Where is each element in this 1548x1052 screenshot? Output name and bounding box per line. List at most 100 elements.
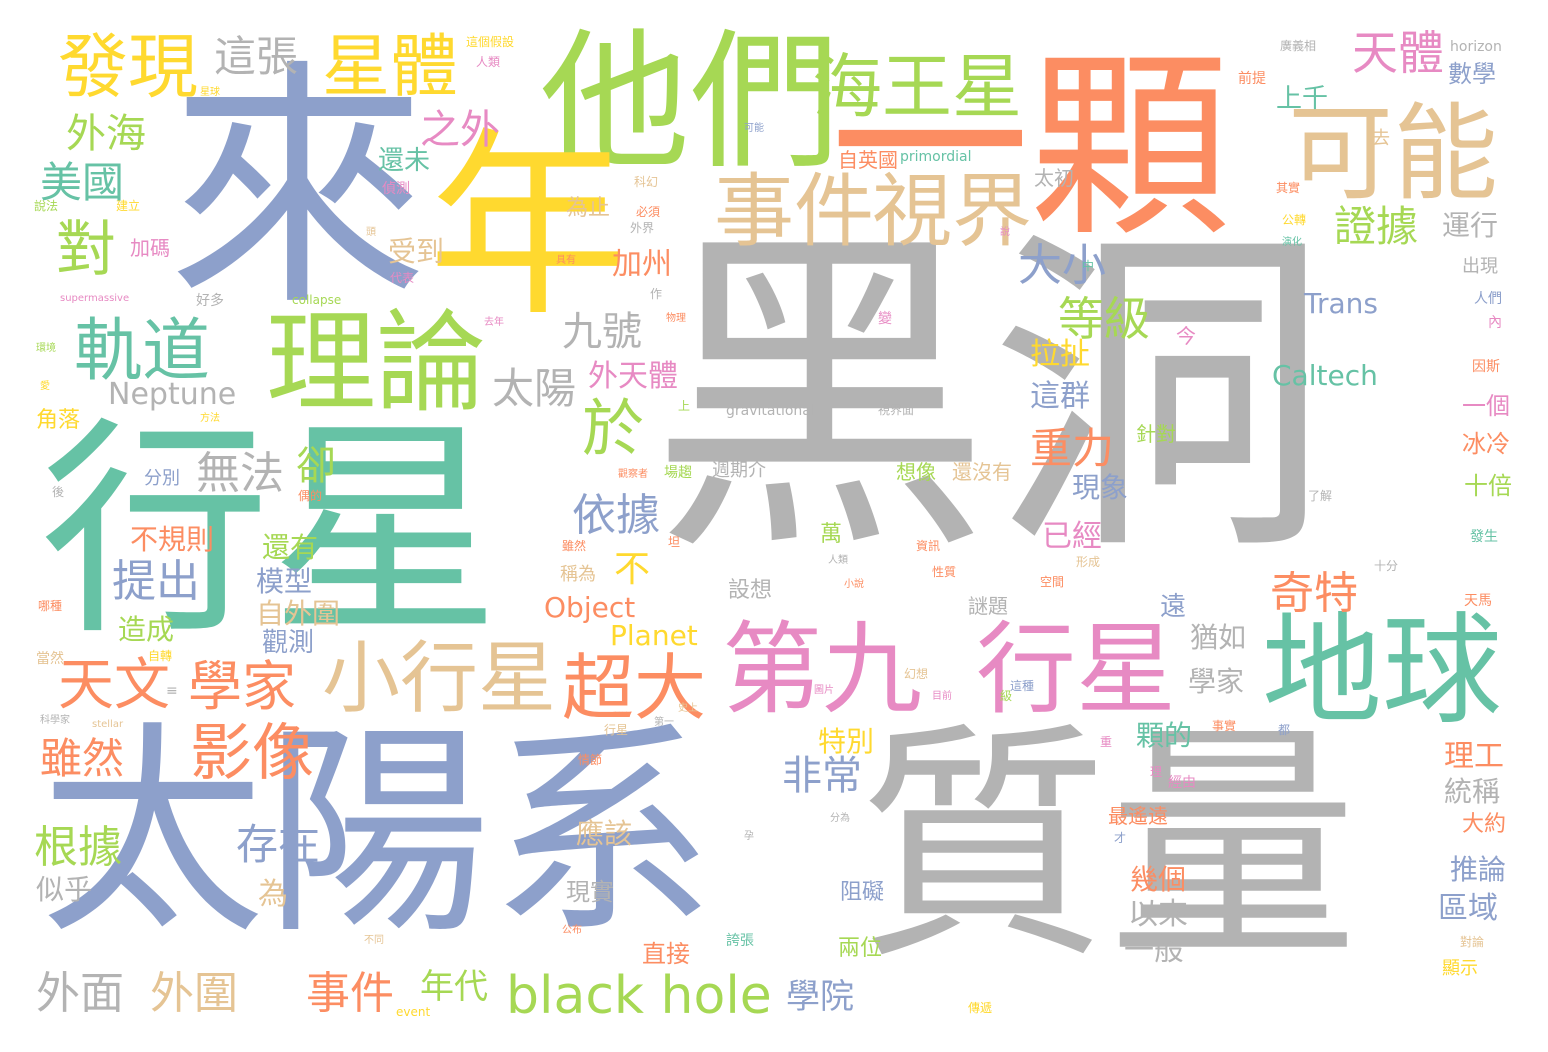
- word-property: 性質: [932, 565, 957, 579]
- word-evolve: 演化: [1282, 237, 1302, 248]
- word-premise: 前提: [1238, 71, 1266, 87]
- word-region: 區域: [1438, 891, 1498, 926]
- word-very: 非常: [782, 753, 862, 799]
- word-seems: 似乎: [36, 873, 93, 906]
- word-this-photo: 這張: [214, 32, 299, 81]
- word-general: 一般: [1124, 933, 1184, 968]
- word-of-piece: 顆的: [1136, 719, 1193, 752]
- word-they: 他們: [540, 16, 841, 190]
- word-star: 星球: [200, 87, 220, 98]
- word-scholars: 學家: [1188, 665, 1245, 698]
- word-cause: 造成: [118, 613, 175, 646]
- word-since: 以來: [1128, 897, 1188, 932]
- word-planet-large: 行星: [40, 399, 501, 666]
- word-not-yet: 還未: [378, 146, 431, 176]
- word-not: 不: [614, 549, 651, 590]
- word-grade: 級: [1000, 689, 1013, 703]
- word-image: 影像: [190, 716, 315, 789]
- word-pregnant: 孕: [744, 831, 754, 842]
- word-event-small: 事件: [306, 968, 394, 1019]
- word-black-hole-en: black hole: [506, 966, 772, 1026]
- word-not-have: 還沒有: [952, 460, 1012, 484]
- word-different: 不同: [364, 935, 384, 946]
- word-farthest: 最遙遠: [1108, 804, 1168, 828]
- word-for: 為: [258, 877, 288, 912]
- word-at: 於: [582, 392, 645, 465]
- word-love: 愛: [40, 381, 50, 392]
- word-affected: 受到: [388, 235, 445, 268]
- word-until: 為止: [566, 196, 611, 221]
- word-must: 必須: [636, 205, 661, 219]
- word-should: 應該: [576, 817, 633, 850]
- word-general-relativity: 廣義相: [1280, 39, 1317, 53]
- word-horizon-face: 視界面: [878, 403, 915, 417]
- word-celestial-body: 天體: [1352, 26, 1444, 80]
- word-direct: 直接: [642, 940, 690, 968]
- word-although-small: 雖然: [562, 539, 587, 553]
- word-humans: 人類: [476, 55, 501, 69]
- word-california: 加州: [612, 247, 672, 282]
- word-cold: 冰冷: [1462, 430, 1510, 458]
- word-trans: Trans: [1304, 287, 1378, 320]
- word-ninth: 第九: [722, 611, 922, 728]
- word-say: 說: [1000, 227, 1010, 238]
- word-era: 年代: [420, 967, 488, 1007]
- word-up: 上: [678, 399, 691, 413]
- word-usa: 美國: [40, 158, 125, 207]
- word-establish: 建立: [116, 199, 141, 213]
- word-irregular: 不規則: [130, 523, 215, 556]
- word-number-nine: 九號: [562, 309, 642, 355]
- word-add-more: 加碼: [130, 236, 170, 260]
- word-orbit: 軌道: [74, 312, 211, 391]
- word-gravity: 重力: [1030, 424, 1115, 473]
- word-one: 一個: [1462, 392, 1510, 420]
- word-according: 依據: [572, 490, 660, 541]
- word-very-much: 十分: [1374, 559, 1399, 573]
- word-ten-thousand: 萬: [820, 522, 843, 547]
- word-show: 顯示: [1442, 958, 1478, 979]
- word-target: 針對: [1136, 422, 1176, 446]
- word-rotation: 自轉: [148, 649, 173, 663]
- word-separator: ≡: [166, 683, 178, 699]
- word-several: 幾個: [1130, 863, 1187, 896]
- word-mankind: 人類: [828, 555, 848, 566]
- word-sun: 太陽: [492, 364, 577, 413]
- word-method: 方法: [200, 413, 220, 424]
- word-to: 對: [56, 215, 116, 285]
- word-supermassive: 超大: [562, 646, 707, 730]
- word-stellar: stellar: [92, 719, 124, 730]
- word-now: 今: [1176, 324, 1196, 348]
- word-neptune-en: Neptune: [108, 377, 237, 412]
- word-infer: 推論: [1450, 853, 1507, 886]
- word-primordial-zh: 太初: [1034, 166, 1074, 190]
- word-far: 遠: [1160, 592, 1187, 622]
- word-from-uk: 自英國: [838, 148, 898, 172]
- word-two: 兩位: [838, 936, 883, 961]
- word-tan: 坦: [668, 535, 681, 549]
- word-from-outer: 自外圍: [256, 597, 341, 630]
- word-possess: 具有: [556, 255, 576, 266]
- word-mass: 質量: [858, 701, 1358, 992]
- word-info: 資訊: [916, 539, 941, 553]
- word-operate: 運行: [1442, 209, 1499, 242]
- word-planet-en: Planet: [610, 619, 698, 652]
- word-inside: 內: [1488, 315, 1502, 331]
- word-outside: 外面: [36, 968, 124, 1019]
- word-year: 年: [428, 111, 629, 344]
- word-einstein: 因斯: [1472, 359, 1500, 375]
- word-supermassive-en: supermassive: [60, 293, 130, 304]
- word-black-hole-zh: 黑洞: [650, 200, 1330, 596]
- word-obstruct: 阻礙: [840, 880, 885, 905]
- word-pegasus: 天馬: [1464, 593, 1492, 609]
- word-come: 來: [168, 39, 428, 341]
- word-peculiar: 奇特: [1270, 568, 1358, 619]
- word-phenomenon: 現象: [1072, 471, 1129, 504]
- word-represent: 代表: [390, 271, 415, 285]
- word-picture: 圖片: [814, 685, 834, 696]
- word-physics: 物理: [666, 313, 686, 324]
- word-imagine: 想像: [896, 460, 936, 484]
- word-event: 事件: [714, 165, 874, 258]
- word-neptune-zh: 海王星: [812, 46, 1022, 128]
- word-environment: 環境: [36, 343, 56, 354]
- word-space: 空間: [1040, 575, 1065, 589]
